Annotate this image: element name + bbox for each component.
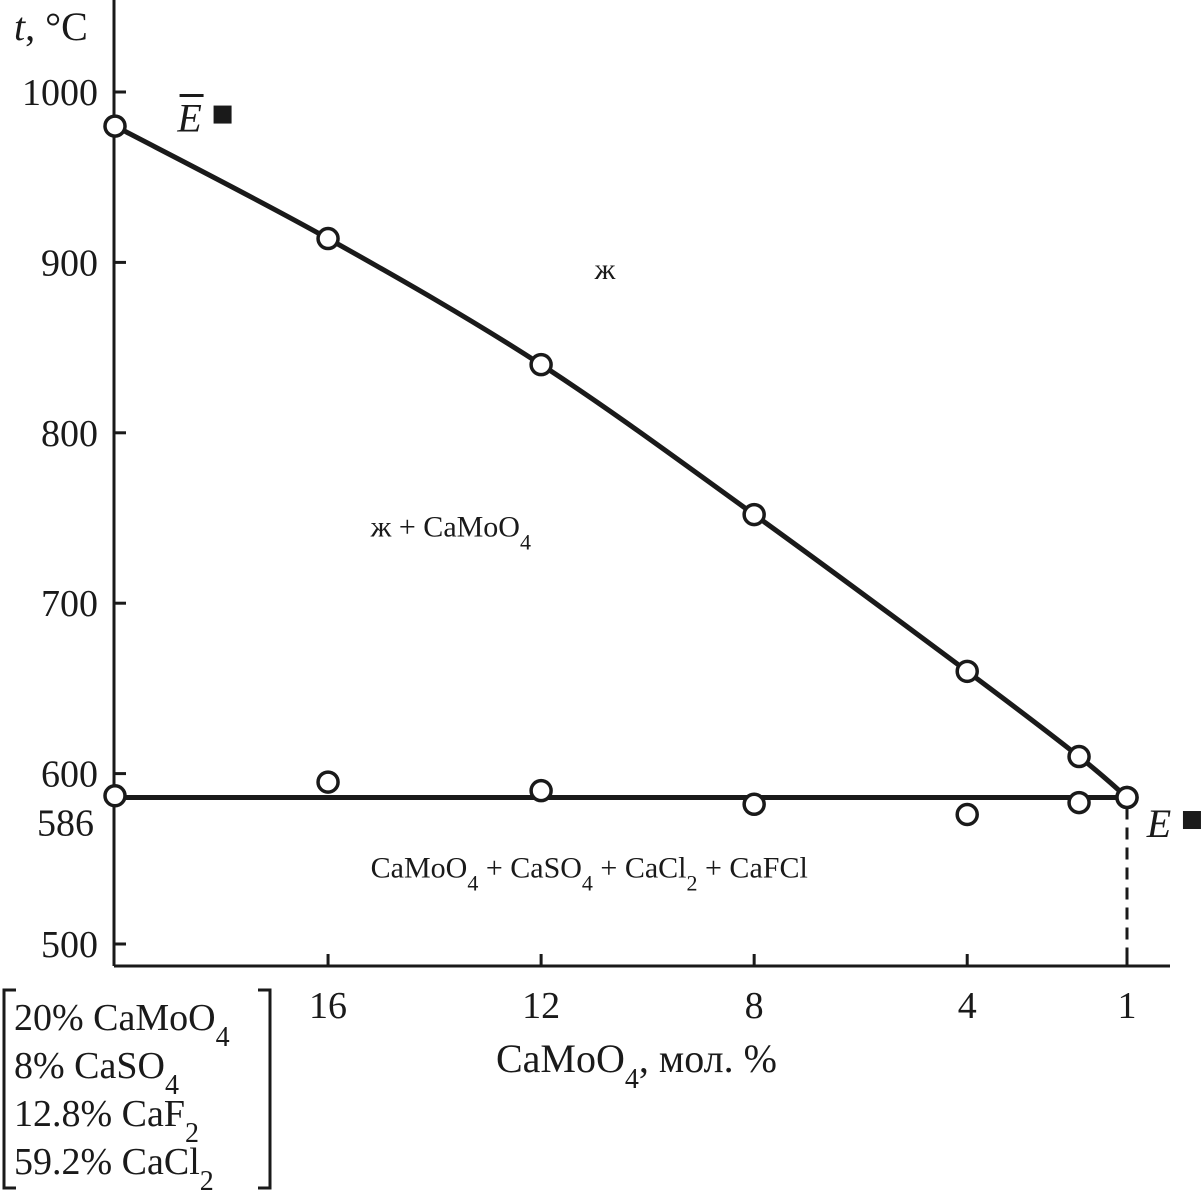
x-axis-title: CaMoO4, мол. % [496,1036,777,1095]
curves [113,123,1129,966]
composition-line: 20% CaMoO4 [14,997,230,1053]
point-marker-square [1182,811,1201,830]
y-axis-title: t, °C [14,4,88,49]
eutectic-point [103,784,127,808]
region-label-liquid-camoo4: ж + CaMoO4 [370,511,531,555]
liquidus-point [316,226,340,251]
composition-line: 12.8% CaF2 [14,1093,199,1149]
point-label-e-bar: E [176,96,201,141]
point-marker-square [213,105,232,124]
y-tick-label: 700 [41,583,98,625]
y-tick-label: 600 [41,754,98,796]
liquidus-curve [113,123,1129,800]
x-tick-label: 8 [745,985,764,1027]
eutectic-point [742,792,766,817]
eutectic-point [955,802,979,827]
liquidus-point [1067,744,1091,769]
liquidus-point [742,502,766,527]
y-tick-label: 800 [41,413,98,455]
liquidus-point [955,659,979,684]
liquidus-point [529,352,553,377]
x-tick-label: 4 [958,985,977,1027]
eutectic-point [1115,785,1139,810]
x-tick-label: 1 [1118,985,1137,1027]
composition-line: 8% CaSO4 [14,1045,179,1101]
data-markers [103,114,1139,827]
eutectic-point [1067,790,1091,815]
y-tick-label: 1000 [22,72,98,114]
point-label-e: E [1146,801,1171,846]
composition-line: 59.2% CaCl2 [14,1141,214,1197]
axes: 500 600 700 800 900 1000 586 16 12 8 4 1 t, °C CaMoO4… [14,0,1170,1095]
composition-bracket-right [258,988,272,1190]
region-label-liquid: ж [594,253,616,286]
eutectic-point [316,770,340,794]
x-tick-label: 16 [309,985,347,1027]
y-tick-label: 500 [41,924,98,966]
labels: ж ж + CaMoO4 CaMoO4 + CaSO4 + CaCl2 + CaFC… [2,94,1201,1197]
region-label-solid: CaMoO4 + CaSO4 + CaCl2 + CaFCl [371,851,808,895]
composition-bracket-left [2,988,16,1190]
eutectic-point [529,778,553,803]
x-tick-label: 12 [522,985,560,1027]
y-tick-label-586: 586 [37,802,94,844]
y-tick-label: 900 [41,242,98,284]
liquidus-point [103,114,127,138]
